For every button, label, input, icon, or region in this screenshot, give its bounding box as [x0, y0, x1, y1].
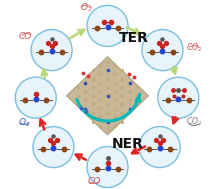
Circle shape [33, 127, 74, 168]
Text: O$_2$: O$_2$ [80, 1, 92, 14]
Text: TER: TER [119, 31, 149, 45]
Circle shape [31, 30, 72, 71]
Circle shape [87, 5, 128, 46]
Circle shape [15, 77, 56, 118]
Text: NER: NER [112, 137, 144, 151]
Polygon shape [66, 57, 149, 135]
Circle shape [142, 30, 183, 71]
Circle shape [139, 127, 180, 168]
Text: CO$_2$: CO$_2$ [186, 41, 202, 54]
Text: CO: CO [19, 32, 32, 41]
Text: O$_2$: O$_2$ [18, 117, 31, 129]
Text: CO: CO [88, 177, 101, 186]
Circle shape [87, 146, 128, 187]
Text: CO$_2$: CO$_2$ [186, 116, 202, 128]
Circle shape [158, 77, 199, 118]
